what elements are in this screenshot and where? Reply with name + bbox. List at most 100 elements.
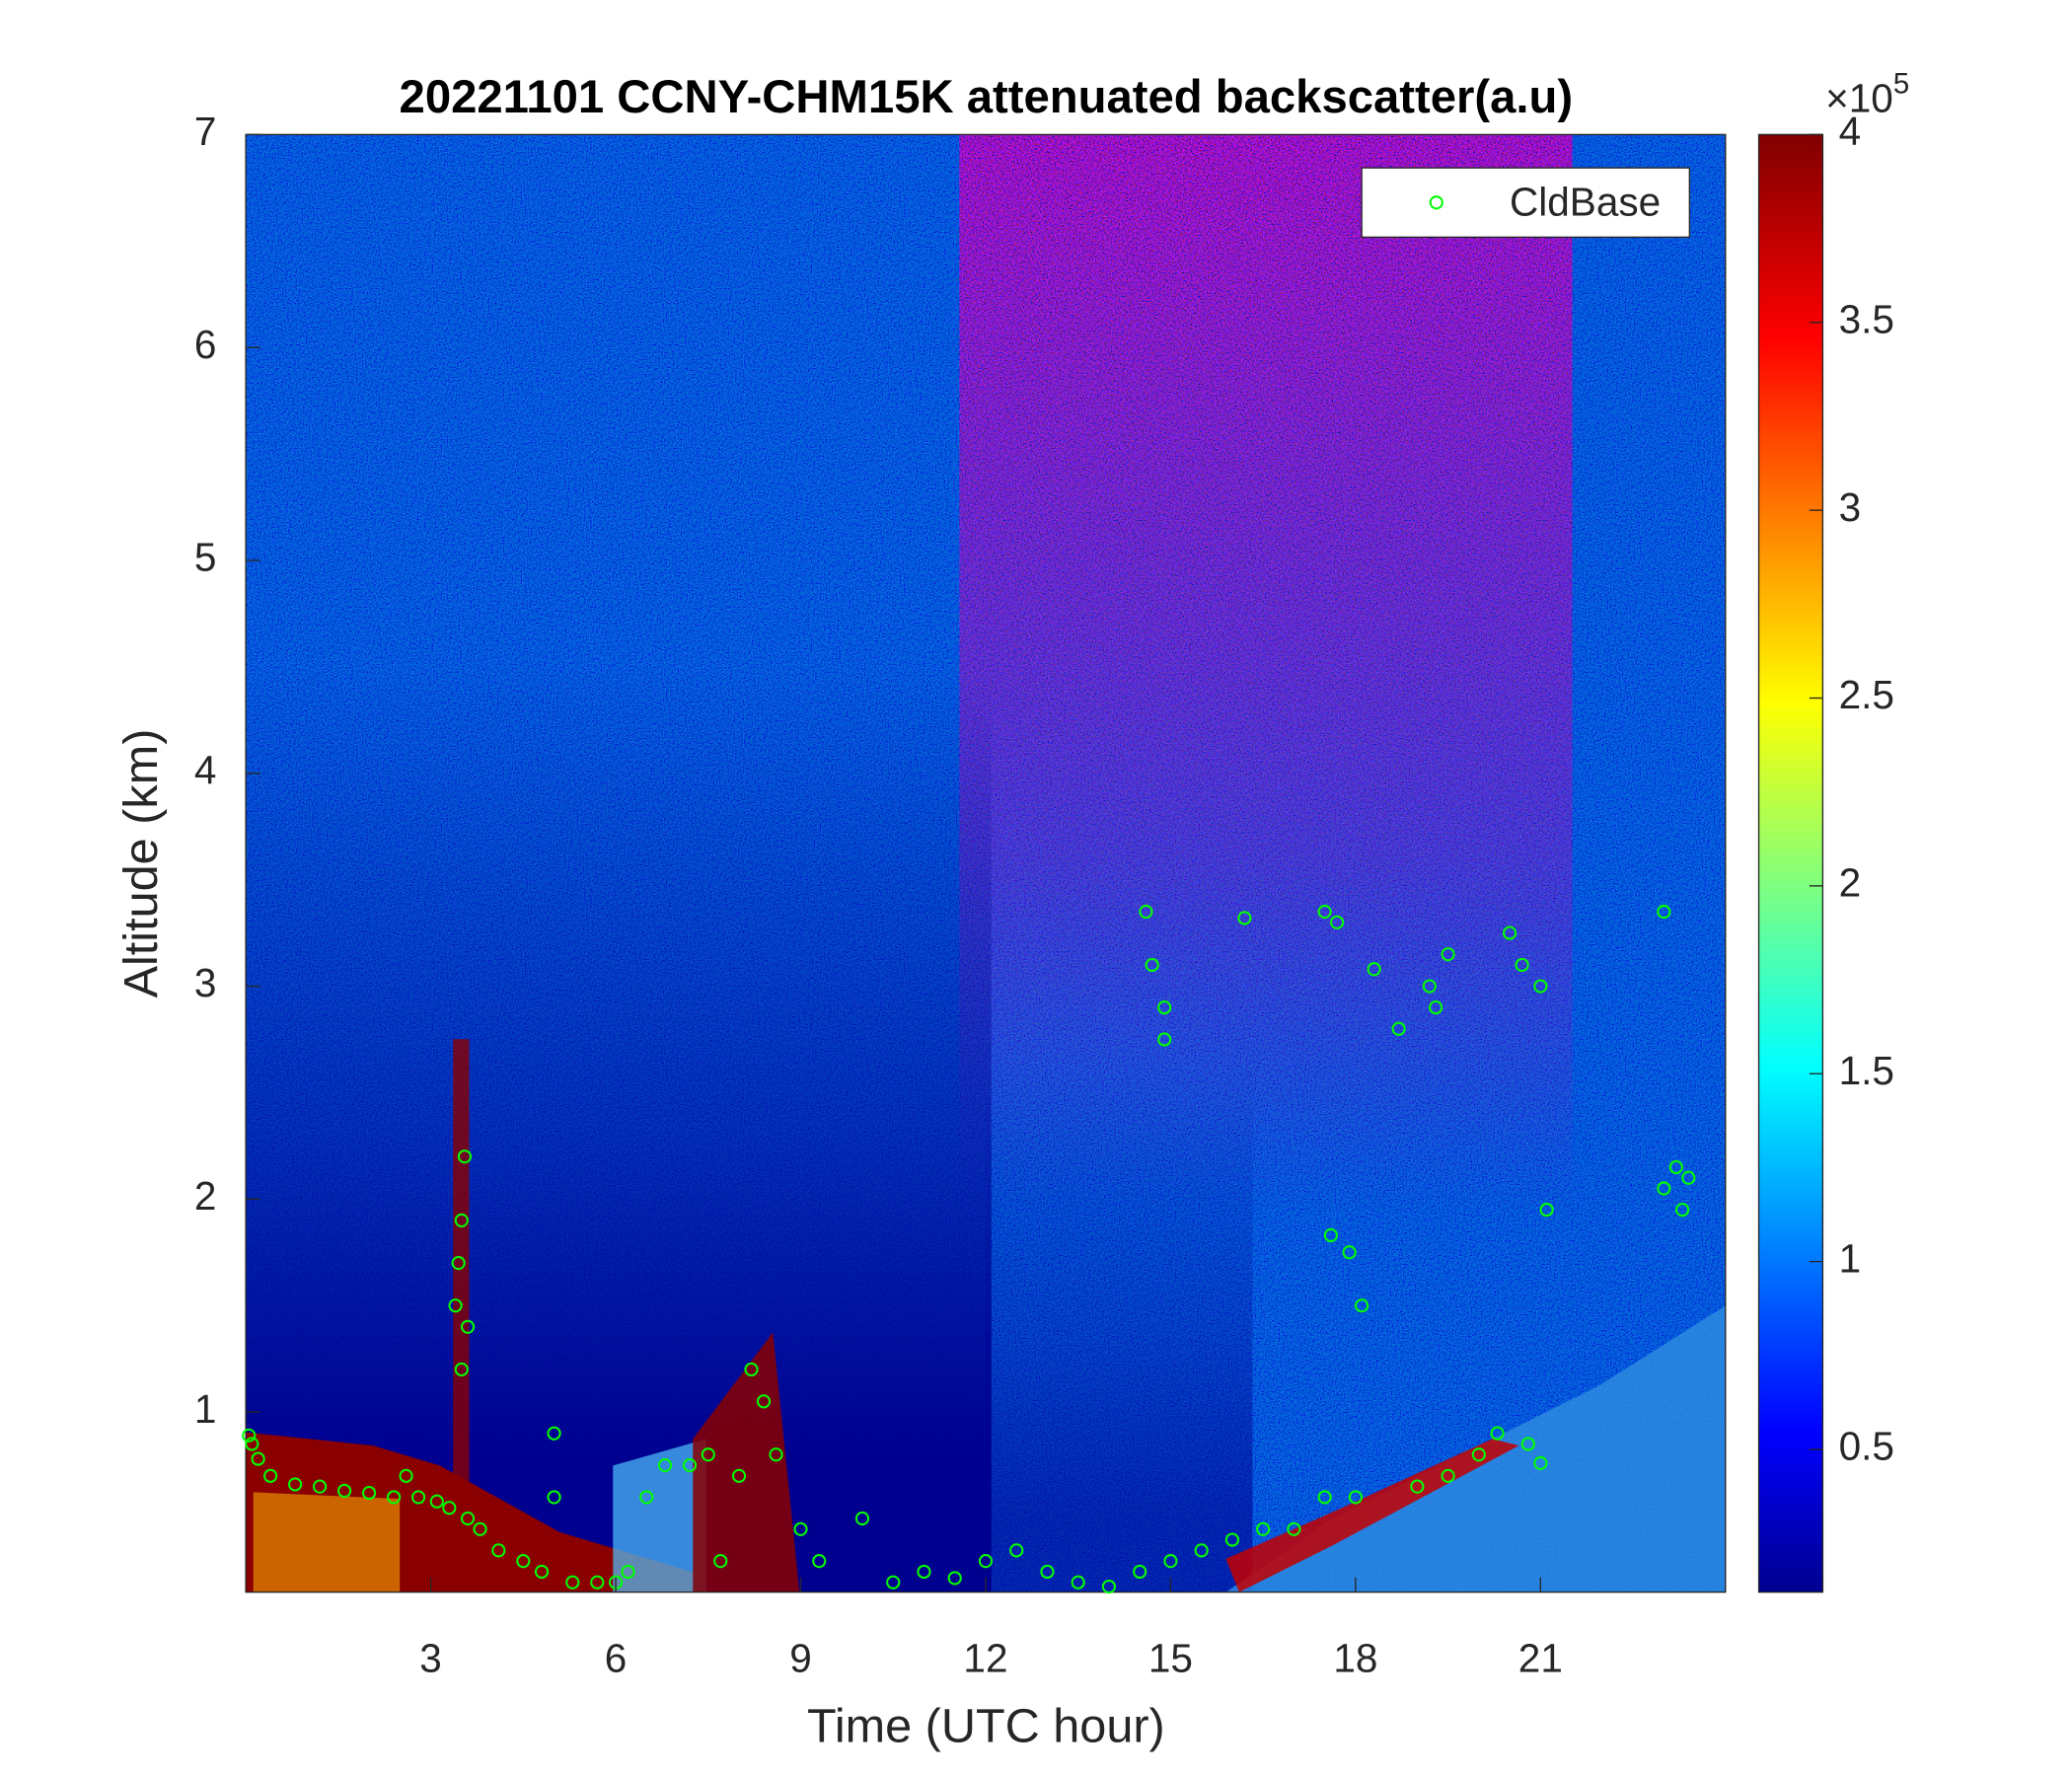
- cloud-base-point: [812, 1554, 827, 1569]
- cloud-base-point: [547, 1490, 561, 1505]
- cloud-base-point: [657, 1457, 673, 1473]
- field-shade: [986, 1066, 1253, 1592]
- cloud-base-point: [534, 1564, 550, 1580]
- colorbar-tick-label: 2.5: [1839, 672, 1894, 717]
- cloud-base-point: [639, 1490, 654, 1505]
- x-tick-label: 12: [963, 1636, 1007, 1681]
- x-tick-label: 3: [419, 1636, 442, 1681]
- cloud-base-point: [399, 1468, 413, 1483]
- cloud-base-point: [1391, 1021, 1406, 1036]
- cloud-base-point: [1674, 1203, 1690, 1218]
- field-dense: [253, 1492, 401, 1592]
- cloud-base-point: [242, 1428, 257, 1443]
- cloud-base-point: [1533, 1455, 1548, 1470]
- cloud-base-point: [263, 1468, 278, 1483]
- cloud-base-point: [245, 1437, 259, 1451]
- chart-title: 20221101 CCNY-CHM15K attenuated backscat…: [400, 71, 1574, 123]
- y-tick-label: 1: [194, 1386, 217, 1432]
- cloud-base-point: [386, 1490, 402, 1505]
- cloud-base-point: [361, 1486, 377, 1501]
- x-tick-label: 9: [789, 1636, 812, 1681]
- cloud-base-point: [590, 1575, 605, 1590]
- cloud-base-point: [337, 1483, 352, 1499]
- cloud-base-point: [731, 1468, 747, 1483]
- cloud-base-point: [442, 1501, 457, 1516]
- cloud-base-point: [1071, 1575, 1085, 1590]
- cloud-base-point: [491, 1543, 506, 1558]
- cloud-base-point: [473, 1521, 487, 1536]
- cloud-base-point: [947, 1571, 962, 1586]
- cloud-base-point: [313, 1479, 328, 1494]
- cloud-base-point: [1681, 1170, 1696, 1185]
- field-light: [613, 1439, 706, 1592]
- colorbar-tick-label: 3: [1839, 484, 1862, 530]
- cloud-base-point: [565, 1575, 580, 1590]
- cloud-base-point: [1367, 962, 1381, 977]
- x-axis-label: Time (UTC hour): [807, 1700, 1165, 1753]
- cloud-base-point: [756, 1394, 772, 1409]
- cloud-base-point: [516, 1554, 531, 1569]
- legend-marker: [1429, 195, 1443, 210]
- cloud-base-point: [682, 1457, 698, 1473]
- cloud-base-point: [978, 1554, 994, 1569]
- backscatter-field: [246, 134, 1726, 1592]
- colorbar-tick-label: 3.5: [1839, 296, 1894, 341]
- colorbar-tick-label: 4: [1839, 109, 1862, 154]
- cloud-base-point: [1009, 1543, 1024, 1558]
- cloud-base-point: [769, 1447, 783, 1462]
- y-tick-label: 6: [194, 322, 217, 367]
- cloud-base-point: [917, 1564, 931, 1580]
- field-dense: [1225, 1439, 1519, 1592]
- cloud-base-point: [1533, 979, 1548, 994]
- cloud-base-point: [451, 1255, 466, 1271]
- colorbar-multiplier: ×105: [1825, 67, 1909, 120]
- cloud-base-point: [1348, 1490, 1363, 1505]
- cloud-base-point: [1657, 904, 1671, 920]
- cloud-base-point: [1490, 1426, 1505, 1441]
- cloud-base-point: [621, 1564, 635, 1580]
- cloud-base-point: [454, 1362, 469, 1377]
- cloud-base-point: [1317, 904, 1332, 920]
- cloud-base-point: [886, 1575, 901, 1590]
- cloud-base-point: [713, 1554, 728, 1569]
- cloud-base-point: [1145, 957, 1159, 973]
- cloud-base-point: [429, 1494, 444, 1509]
- cloud-base-point: [460, 1319, 476, 1334]
- cloud-base-point: [1471, 1447, 1486, 1462]
- cloud-base-point: [1441, 947, 1455, 962]
- y-axis-label: Altitude (km): [114, 729, 168, 999]
- cloud-base-point: [1157, 1000, 1172, 1015]
- cloud-base-point: [410, 1490, 426, 1505]
- marks: [242, 904, 1696, 1594]
- cloud-base-point: [1133, 1564, 1147, 1580]
- field-shade: [246, 666, 992, 1592]
- cloud-base-point: [251, 1451, 265, 1466]
- cloud-base-point: [854, 1511, 870, 1526]
- cloud-base-point: [701, 1447, 715, 1462]
- colorbar: [1757, 133, 1824, 1593]
- colorbar-multiplier-exponent: 5: [1893, 67, 1910, 100]
- cloud-base-point: [1520, 1437, 1535, 1451]
- colorbar-tick-label: 2: [1839, 860, 1862, 906]
- cloud-base-point: [448, 1298, 463, 1313]
- cloud-base-point: [1441, 1468, 1455, 1483]
- y-tick-label: 7: [194, 109, 217, 154]
- cloud-base-point: [1224, 1532, 1239, 1547]
- x-tick-label: 21: [1518, 1636, 1563, 1681]
- cloud-base-point: [1040, 1564, 1055, 1580]
- cloud-base-point: [1668, 1159, 1683, 1175]
- field-dense: [453, 1039, 470, 1493]
- cloud-base-point: [1256, 1521, 1271, 1536]
- cloud-base-point: [1355, 1298, 1369, 1313]
- cloud-base-point: [288, 1477, 303, 1492]
- y-tick-label: 2: [194, 1173, 217, 1219]
- cloud-base-point: [1422, 979, 1437, 994]
- cloud-base-point: [454, 1213, 469, 1227]
- legend: CldBase: [1361, 167, 1691, 239]
- colorbar-tick-label: 1: [1839, 1235, 1862, 1281]
- legend-label: CldBase: [1510, 180, 1661, 225]
- field-dense: [693, 1332, 800, 1592]
- cloud-base-point: [1342, 1245, 1357, 1260]
